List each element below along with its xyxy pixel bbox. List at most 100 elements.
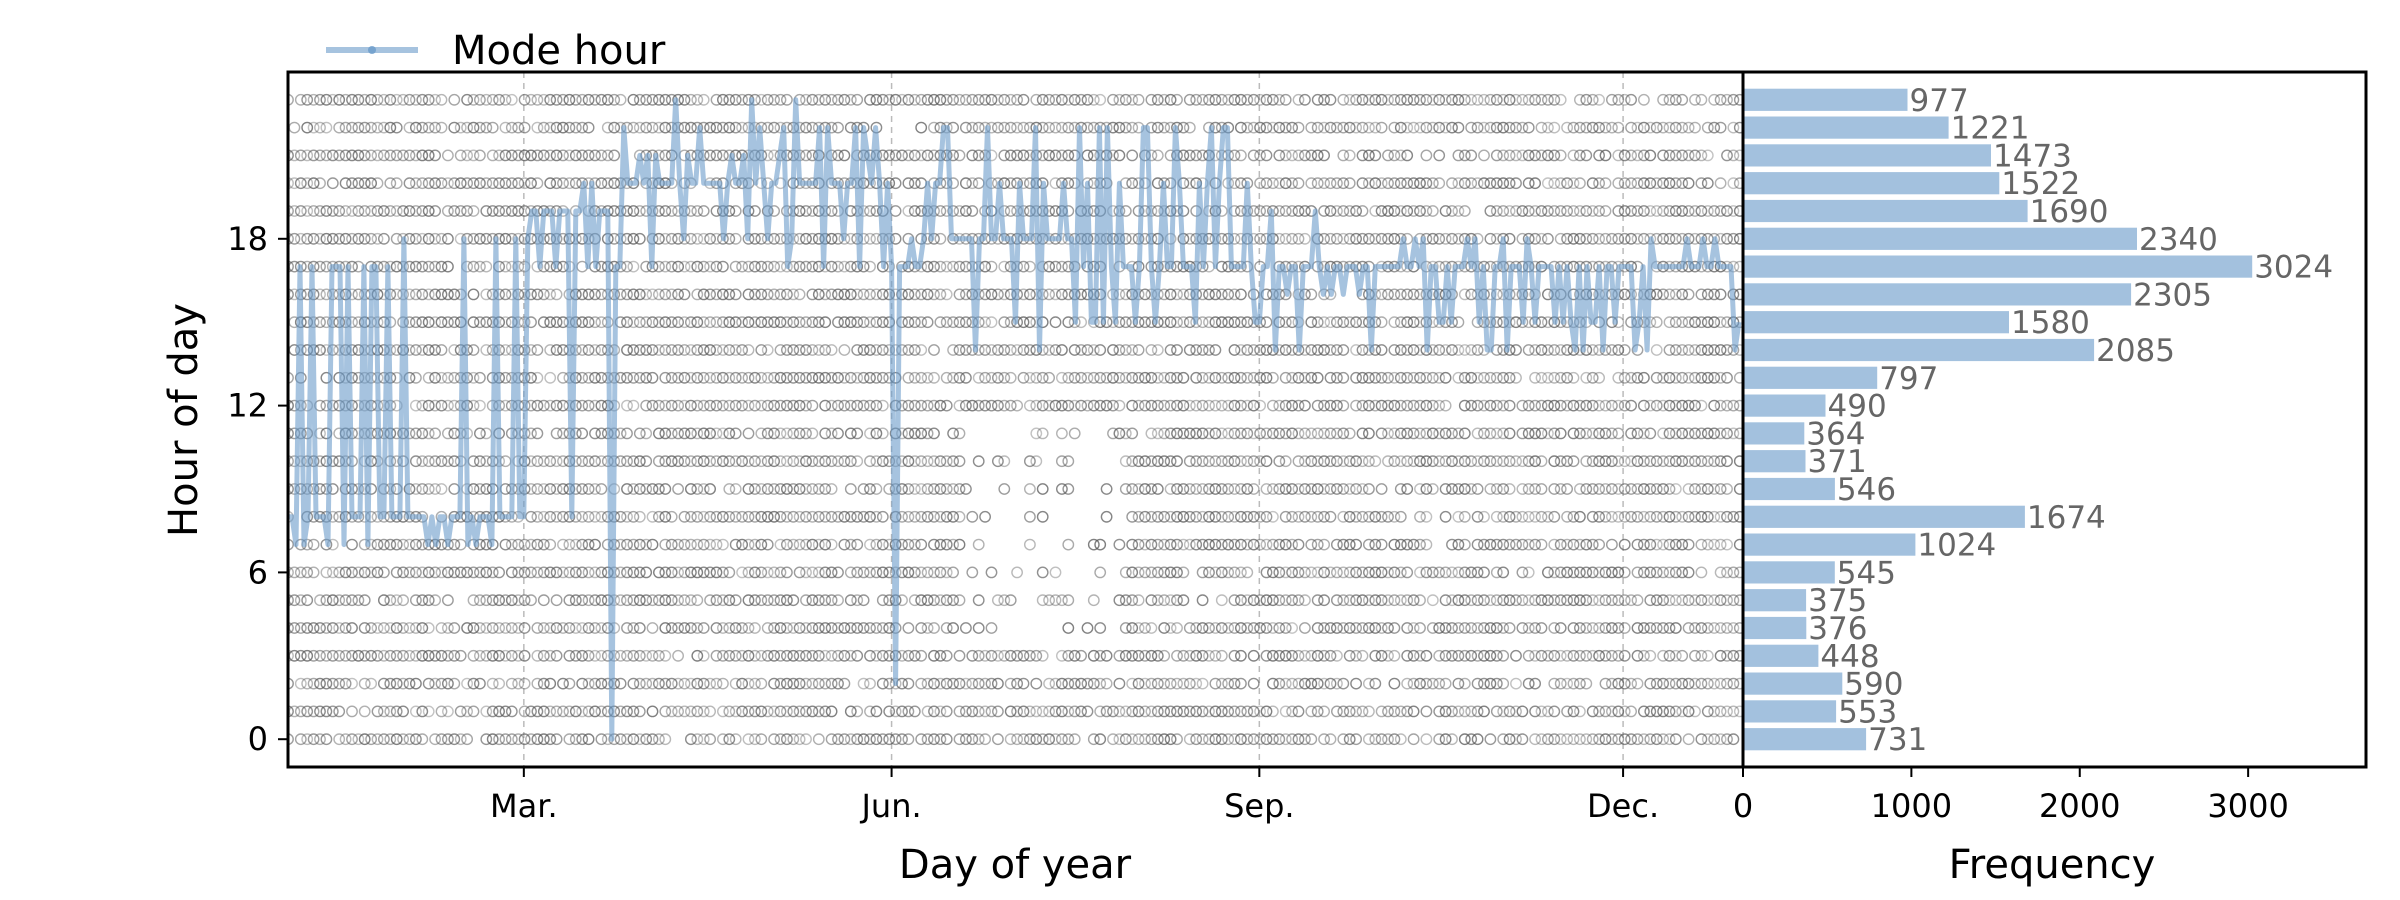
scatter-point [1542, 733, 1554, 746]
scatter-point [557, 455, 569, 468]
scatter-point [717, 371, 729, 384]
scatter-point [1580, 566, 1593, 579]
x-tick-label-2: Sep. [1224, 787, 1294, 825]
scatter-point [1714, 510, 1727, 523]
scatter-point [1503, 705, 1516, 718]
scatter-point [947, 566, 959, 579]
scatter-point [544, 483, 557, 495]
scatter-point [544, 344, 557, 356]
scatter-point [864, 399, 876, 412]
scatter-point [1618, 510, 1631, 523]
scatter-point [1158, 622, 1171, 634]
scatter-point [992, 344, 1004, 356]
scatter-point [435, 483, 448, 495]
scatter-point [595, 483, 608, 495]
scatter-point [787, 649, 800, 662]
scatter-point [1465, 483, 1478, 495]
scatter-point [1273, 622, 1286, 634]
scatter-point [1554, 93, 1567, 106]
scatter-point [1586, 649, 1599, 662]
scatter-point [1171, 538, 1183, 551]
scatter-point [339, 677, 352, 690]
scatter-point [710, 427, 723, 440]
scatter-point [518, 622, 531, 634]
legend-label: Mode hour [452, 28, 666, 74]
scatter-point [806, 705, 819, 718]
scatter-point [755, 483, 768, 495]
scatter-point [1644, 649, 1657, 662]
scatter-point [1606, 566, 1618, 579]
scatter-point [781, 510, 793, 523]
scatter-point [1586, 733, 1599, 746]
scatter-point [1235, 288, 1247, 301]
scatter-point [1107, 399, 1119, 412]
scatter-point [409, 705, 422, 718]
scatter-point [781, 483, 793, 495]
scatter-point [544, 622, 557, 634]
scatter-point [691, 677, 704, 690]
scatter-point [371, 622, 384, 634]
scatter-point [1177, 427, 1190, 440]
scatter-point [1401, 344, 1414, 356]
scatter-point [1235, 371, 1247, 384]
scatter-point [1337, 538, 1350, 551]
scatter-point [1017, 705, 1030, 718]
scatter-point [390, 677, 403, 690]
scatter-point [710, 510, 723, 523]
scatter-point [723, 427, 736, 440]
scatter-point [774, 705, 787, 718]
scatter-point [627, 260, 640, 273]
scatter-point [960, 622, 972, 634]
scatter-point [1279, 705, 1292, 718]
scatter-point [1139, 538, 1151, 551]
scatter-point [736, 371, 748, 384]
scatter-point [1490, 566, 1503, 579]
scatter-point [691, 733, 704, 746]
scatter-point [979, 705, 991, 718]
scatter-point [1369, 677, 1382, 690]
scatter-point [921, 483, 934, 495]
scatter-point [1689, 594, 1701, 607]
scatter-point [1490, 427, 1503, 440]
scatter-point [1478, 622, 1490, 634]
scatter-point [1701, 510, 1714, 523]
scatter-point [1644, 538, 1657, 551]
scatter-point [1727, 510, 1740, 523]
scatter-point [1299, 232, 1311, 245]
scatter-point [793, 288, 806, 301]
scatter-point [697, 677, 710, 690]
scatter-point [1247, 622, 1260, 634]
scatter-point [1490, 483, 1503, 495]
scatter-point [838, 510, 851, 523]
scatter-point [1215, 622, 1228, 634]
scatter-point [1107, 344, 1119, 356]
scatter-point [1599, 510, 1612, 523]
scatter-point [1561, 455, 1574, 468]
scatter-point [1714, 538, 1727, 551]
scatter-point [940, 594, 953, 607]
scatter-point [704, 538, 716, 551]
scatter-point [1113, 677, 1126, 690]
scatter-point [339, 649, 352, 662]
scatter-point [1733, 677, 1743, 690]
bar-hour-20 [1743, 172, 2000, 195]
scatter-point [429, 483, 441, 495]
scatter-point [320, 566, 333, 579]
scatter-point [1497, 427, 1510, 440]
scatter-point [1215, 538, 1228, 551]
scatter-point [1017, 316, 1030, 329]
scatter-point [589, 344, 601, 356]
scatter-point [985, 566, 998, 579]
scatter-point [729, 510, 742, 523]
scatter-point [1375, 594, 1388, 607]
scatter-point [1356, 455, 1369, 468]
scatter-point [1561, 566, 1574, 579]
scatter-point [441, 232, 454, 245]
scatter-point [1574, 483, 1586, 495]
scatter-point [1503, 594, 1516, 607]
scatter-point [1580, 427, 1593, 440]
scatter-point [1260, 649, 1273, 662]
scatter-point [1311, 316, 1324, 329]
scatter-point [1714, 344, 1727, 356]
scatter-point [1554, 677, 1567, 690]
